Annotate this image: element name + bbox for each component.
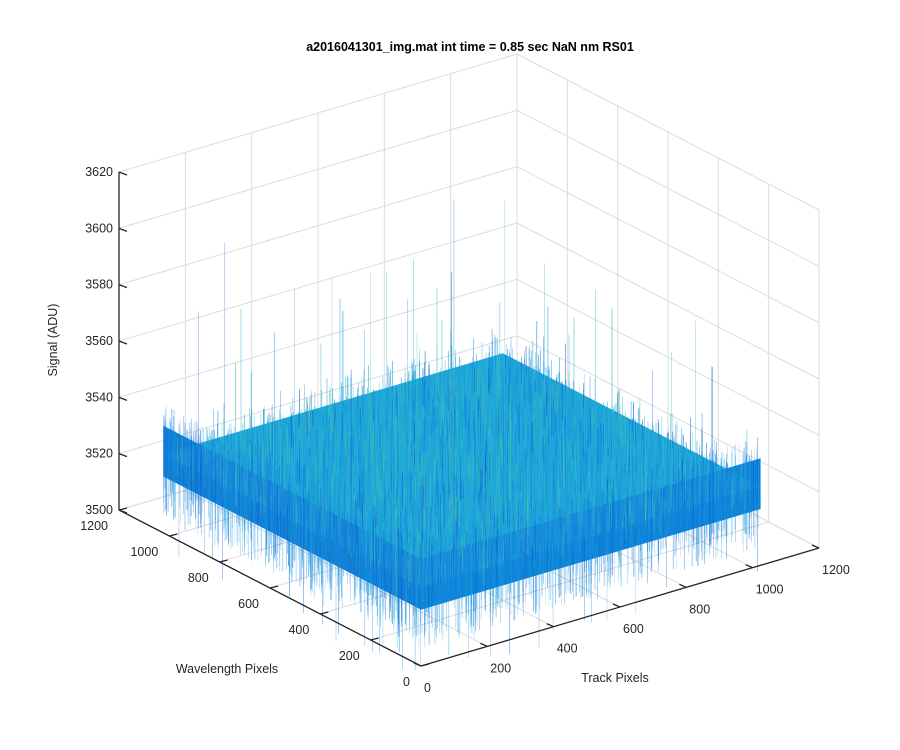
x-tick-mark (612, 603, 621, 608)
x-tick-label: 400 (557, 642, 578, 656)
y-tick-mark (219, 559, 228, 563)
surface-texture (163, 353, 761, 588)
z-tick-mark (118, 396, 128, 401)
z-tick-mark (118, 227, 128, 232)
y-tick-mark (269, 585, 279, 589)
y-tick-mark (320, 611, 329, 615)
x-tick-label: 200 (490, 661, 511, 675)
y-tick-label: 200 (339, 649, 360, 663)
z-tick-label: 3600 (85, 221, 113, 235)
x-tick-mark (811, 544, 820, 549)
grid-line (118, 109, 518, 229)
grid-line (118, 278, 518, 398)
y-tick-mark (370, 637, 379, 641)
x-tick-label: 800 (689, 602, 710, 616)
x-tick-label: 1000 (756, 583, 784, 597)
grid-line (118, 166, 518, 286)
z-axis-label: Signal (ADU) (46, 304, 60, 377)
x-tick-label: 600 (623, 622, 644, 636)
z-tick-mark (118, 284, 128, 289)
z-tick-mark (118, 509, 128, 514)
front-axes: 3500 3520 3540 3560 3580 3600 3620 0 200 400 600 80… (80, 165, 850, 695)
x-tick-mark (480, 642, 488, 647)
grid-line (118, 53, 518, 173)
z-tick-label: 3540 (85, 390, 113, 404)
y-tick-label: 1000 (130, 545, 158, 559)
y-tick-label: 400 (288, 623, 309, 637)
grid-line (118, 222, 518, 342)
y-tick-label: 0 (403, 675, 410, 689)
surface-plot (163, 199, 761, 671)
z-tick-mark (118, 453, 128, 458)
y-tick-label: 800 (188, 571, 209, 585)
z-tick-mark (118, 340, 128, 345)
y-tick-label: 600 (238, 597, 259, 611)
z-tick-label: 3500 (85, 503, 113, 517)
x-tick-mark (413, 662, 422, 667)
x-axis-label: Track Pixels (581, 671, 649, 685)
y-tick-mark (169, 533, 178, 537)
z-tick-label: 3560 (85, 334, 113, 348)
x-tick-label: 0 (424, 681, 431, 695)
y-axis-label: Wavelength Pixels (176, 662, 278, 676)
x-tick-mark (745, 564, 753, 569)
z-tick-label: 3520 (85, 447, 113, 461)
z-tick-mark (118, 171, 128, 176)
y-tick-label: 1200 (80, 519, 108, 533)
y-tick-mark (420, 663, 430, 667)
z-tick-label: 3580 (85, 278, 113, 292)
x-tick-mark (679, 583, 687, 588)
chart-title: a2016041301_img.mat int time = 0.85 sec … (306, 40, 634, 54)
z-tick-label: 3620 (85, 165, 113, 179)
x-tick-mark (546, 623, 554, 628)
y-tick-mark (118, 507, 128, 511)
x-tick-label: 1200 (822, 563, 850, 577)
